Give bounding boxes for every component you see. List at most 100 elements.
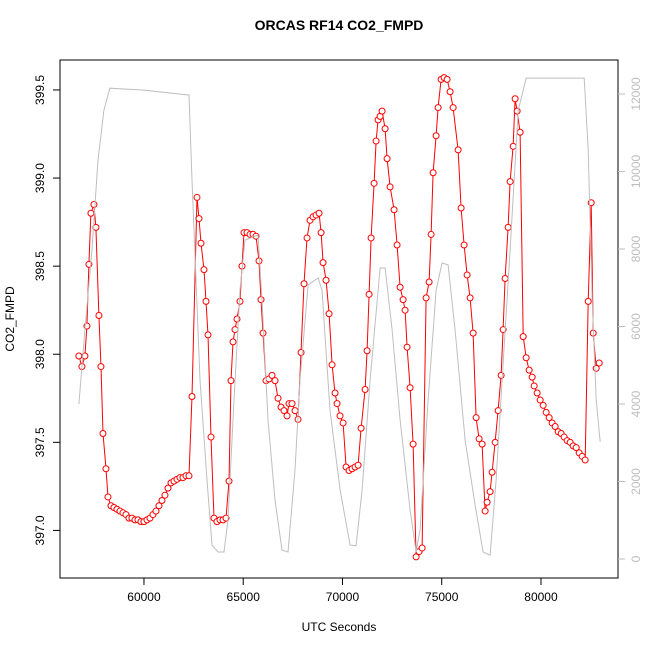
data-point xyxy=(90,200,98,208)
data-point xyxy=(99,430,107,438)
data-point xyxy=(325,310,333,318)
data-point xyxy=(378,107,386,115)
data-point xyxy=(551,422,559,430)
data-point xyxy=(233,315,241,323)
data-point xyxy=(429,169,437,177)
data-point xyxy=(432,132,440,140)
data-point xyxy=(291,407,299,415)
data-point xyxy=(185,472,193,480)
data-point xyxy=(229,338,237,346)
data-point xyxy=(511,95,519,103)
y-axis-title: CO2_FMPD xyxy=(3,286,17,352)
data-point xyxy=(584,297,592,305)
y2-tick-label: 0 xyxy=(629,555,643,562)
y2-tick-label: 2000 xyxy=(629,468,643,495)
data-point xyxy=(188,393,196,401)
data-point xyxy=(536,396,544,404)
data-point xyxy=(466,294,474,302)
data-point xyxy=(95,311,103,319)
y2-tick-label: 4000 xyxy=(629,390,643,417)
data-point xyxy=(403,343,411,351)
data-point xyxy=(396,283,404,291)
data-point xyxy=(381,125,389,133)
y2-tick-label: 8000 xyxy=(629,235,643,262)
data-point xyxy=(300,280,308,288)
data-point xyxy=(501,274,509,282)
data-point xyxy=(542,408,550,416)
data-point xyxy=(449,104,457,112)
data-point xyxy=(283,412,291,420)
data-point xyxy=(434,104,442,112)
y-tick-label: 397.5 xyxy=(33,427,47,457)
data-point xyxy=(481,507,489,515)
data-point xyxy=(446,88,454,96)
data-point xyxy=(509,142,517,150)
data-point xyxy=(315,209,323,217)
data-point xyxy=(393,241,401,249)
data-point xyxy=(363,347,371,355)
y2-tick-label: 10000 xyxy=(629,154,643,188)
data-point xyxy=(581,456,589,464)
data-point xyxy=(161,491,169,499)
x-tick-label: 80000 xyxy=(524,590,558,604)
data-point xyxy=(339,419,347,427)
data-point xyxy=(427,230,435,238)
plot-frame xyxy=(59,59,619,579)
data-point xyxy=(399,296,407,304)
data-point xyxy=(75,352,83,360)
chart-title: ORCAS RF14 CO2_FMPD xyxy=(255,17,424,33)
data-point xyxy=(271,377,279,385)
data-point xyxy=(164,484,172,492)
data-point xyxy=(202,297,210,305)
data-point xyxy=(494,407,502,415)
data-point xyxy=(200,266,208,274)
data-point xyxy=(372,137,380,145)
data-point xyxy=(504,223,512,231)
data-point xyxy=(227,377,235,385)
data-point xyxy=(322,276,330,284)
data-point xyxy=(87,209,95,217)
data-point xyxy=(370,179,378,187)
data-point xyxy=(204,331,212,339)
x-axis-title: UTC Seconds xyxy=(302,620,377,634)
data-point xyxy=(390,206,398,214)
data-point xyxy=(533,389,541,397)
y-tick-label: 398.5 xyxy=(33,251,47,281)
data-point xyxy=(331,389,339,397)
y2-tick-label: 12000 xyxy=(629,77,643,111)
data-point xyxy=(197,239,205,247)
data-point xyxy=(333,400,341,408)
data-point xyxy=(354,461,362,469)
data-point xyxy=(409,440,417,448)
data-point xyxy=(454,146,462,154)
data-point xyxy=(425,278,433,286)
data-point xyxy=(367,234,375,242)
data-point xyxy=(257,296,265,304)
data-point xyxy=(155,502,163,510)
data-point xyxy=(483,498,491,506)
data-point xyxy=(268,371,276,379)
data-point xyxy=(288,400,296,408)
data-point xyxy=(519,333,527,341)
data-point xyxy=(297,348,305,356)
x-tick-label: 70000 xyxy=(326,590,360,604)
data-point xyxy=(572,444,580,452)
data-point xyxy=(506,178,514,186)
series-line xyxy=(78,77,601,556)
data-point xyxy=(195,215,203,223)
data-point xyxy=(317,229,325,237)
data-point xyxy=(231,326,239,334)
data-point xyxy=(158,496,166,504)
x-tick-label: 75000 xyxy=(425,590,459,604)
data-point xyxy=(595,359,603,367)
data-point xyxy=(475,435,483,443)
y-tick-label: 397.0 xyxy=(33,515,47,545)
data-point xyxy=(457,204,465,212)
data-point xyxy=(497,371,505,379)
x-tick-label: 65000 xyxy=(227,590,261,604)
data-point xyxy=(513,107,521,115)
data-point xyxy=(365,290,373,298)
data-point xyxy=(486,488,494,496)
data-point xyxy=(463,271,471,279)
